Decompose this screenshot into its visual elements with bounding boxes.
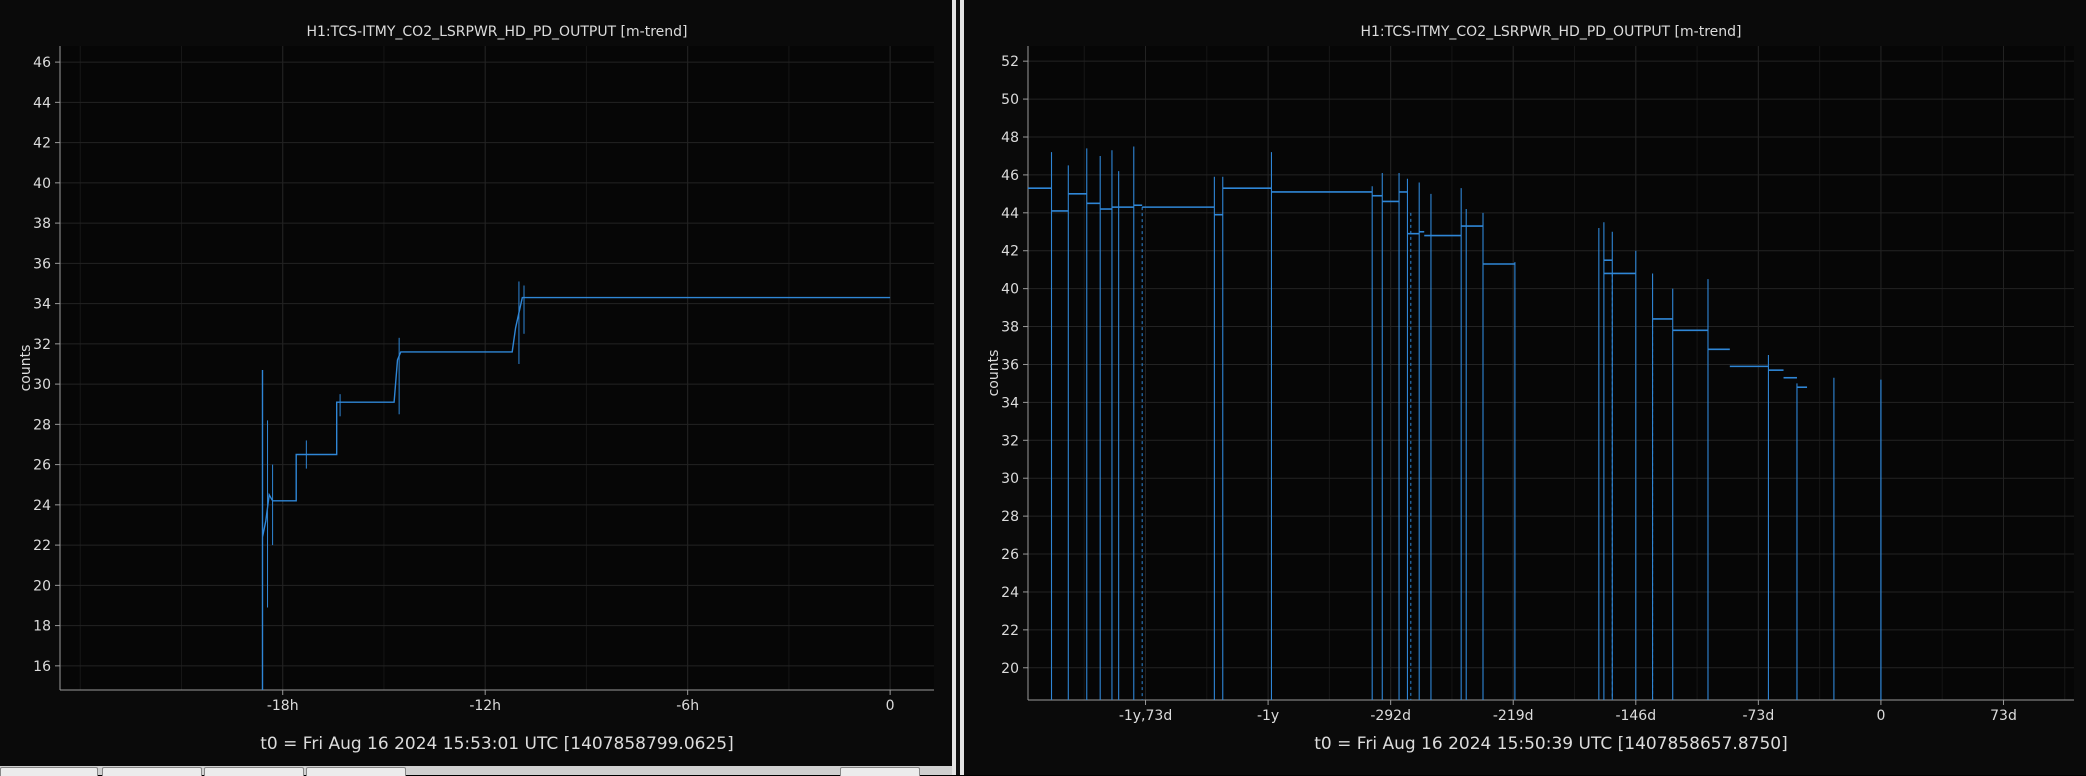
y-tick-label: 42 (1001, 244, 1019, 260)
y-tick-label: 46 (1001, 168, 1019, 184)
y-tick-label: 20 (33, 578, 51, 594)
series-trace (261, 281, 891, 690)
toolbar-button-1[interactable] (0, 767, 98, 776)
x-tick-label: -146d (1615, 708, 1656, 724)
y-tick-label: 46 (33, 55, 51, 71)
y-tick-label: 40 (1001, 282, 1019, 298)
y-tick-label: 44 (1001, 206, 1019, 222)
plot-area (60, 46, 934, 690)
x-axis-label: t0 = Fri Aug 16 2024 15:50:39 UTC [14078… (1314, 734, 1787, 754)
x-tick-label: -18h (267, 698, 299, 714)
y-tick-label: 34 (33, 297, 51, 313)
y-tick-label: 40 (33, 176, 51, 192)
right-plot-panel: 20 22 24 26 28 30 32 34 36 38 40 42 44 46 48 50 52 -1y,73… (964, 0, 2086, 775)
x-tick-label: 0 (886, 698, 895, 714)
x-tick-label: 0 (1876, 708, 1885, 724)
y-tick-label: 24 (33, 498, 51, 514)
x-tick-label: -292d (1370, 708, 1411, 724)
y-tick-label: 26 (33, 458, 51, 474)
left-chart[interactable]: 16 18 20 22 24 26 28 30 32 34 36 38 40 42 44 46 -18h -12h… (0, 0, 952, 775)
y-tick-label: 52 (1001, 54, 1019, 70)
y-tick-label: 44 (33, 95, 51, 111)
y-tick-label: 34 (1001, 395, 1019, 411)
plot-area (1028, 46, 2074, 700)
y-tick-label: 32 (1001, 433, 1019, 449)
y-tick-label: 18 (33, 619, 51, 635)
y-tick-label: 28 (1001, 509, 1019, 525)
y-tick-label: 38 (1001, 320, 1019, 336)
x-tick-label: -219d (1493, 708, 1534, 724)
y-tick-label: 26 (1001, 547, 1019, 563)
y-tick-label: 24 (1001, 585, 1019, 601)
panel-splitter[interactable] (952, 0, 964, 775)
x-tick-label: -1y (1257, 708, 1279, 724)
y-tick-label: 42 (33, 136, 51, 152)
x-axis-label: t0 = Fri Aug 16 2024 15:53:01 UTC [14078… (260, 734, 733, 754)
x-tick-label: -1y,73d (1119, 708, 1172, 724)
left-button-bar (0, 766, 952, 775)
y-tick-label: 30 (33, 377, 51, 393)
x-tick-label: 73d (1990, 708, 2017, 724)
right-chart[interactable]: 20 22 24 26 28 30 32 34 36 38 40 42 44 46 48 50 52 -1y,73… (964, 0, 2086, 775)
toolbar-button-4[interactable] (306, 767, 406, 776)
y-tick-label: 50 (1001, 92, 1019, 108)
y-tick-label: 48 (1001, 130, 1019, 146)
series-line (261, 296, 891, 690)
toolbar-button-right[interactable] (840, 767, 920, 776)
left-plot-panel: 16 18 20 22 24 26 28 30 32 34 36 38 40 42 44 46 -18h -12h… (0, 0, 952, 775)
x-tick-label: -12h (469, 698, 501, 714)
x-tick-label: -73d (1742, 708, 1774, 724)
y-tick-label: 36 (33, 256, 51, 272)
x-tick-label: -6h (676, 698, 699, 714)
y-tick-label: 22 (1001, 623, 1019, 639)
y-axis-label: counts (18, 345, 34, 392)
series-trace (1028, 146, 1882, 700)
toolbar-button-2[interactable] (102, 767, 202, 776)
chart-title: H1:TCS-ITMY_CO2_LSRPWR_HD_PD_OUTPUT [m-t… (306, 24, 687, 40)
y-tick-label: 38 (33, 216, 51, 232)
y-tick-label: 28 (33, 417, 51, 433)
y-tick-label: 20 (1001, 661, 1019, 677)
y-axis-label: counts (986, 350, 1002, 397)
y-tick-label: 16 (33, 659, 51, 675)
y-tick-label: 30 (1001, 471, 1019, 487)
y-tick-label: 32 (33, 337, 51, 353)
y-tick-label: 22 (33, 538, 51, 554)
toolbar-button-3[interactable] (204, 767, 304, 776)
chart-title: H1:TCS-ITMY_CO2_LSRPWR_HD_PD_OUTPUT [m-t… (1360, 24, 1741, 40)
y-tick-label: 36 (1001, 357, 1019, 373)
